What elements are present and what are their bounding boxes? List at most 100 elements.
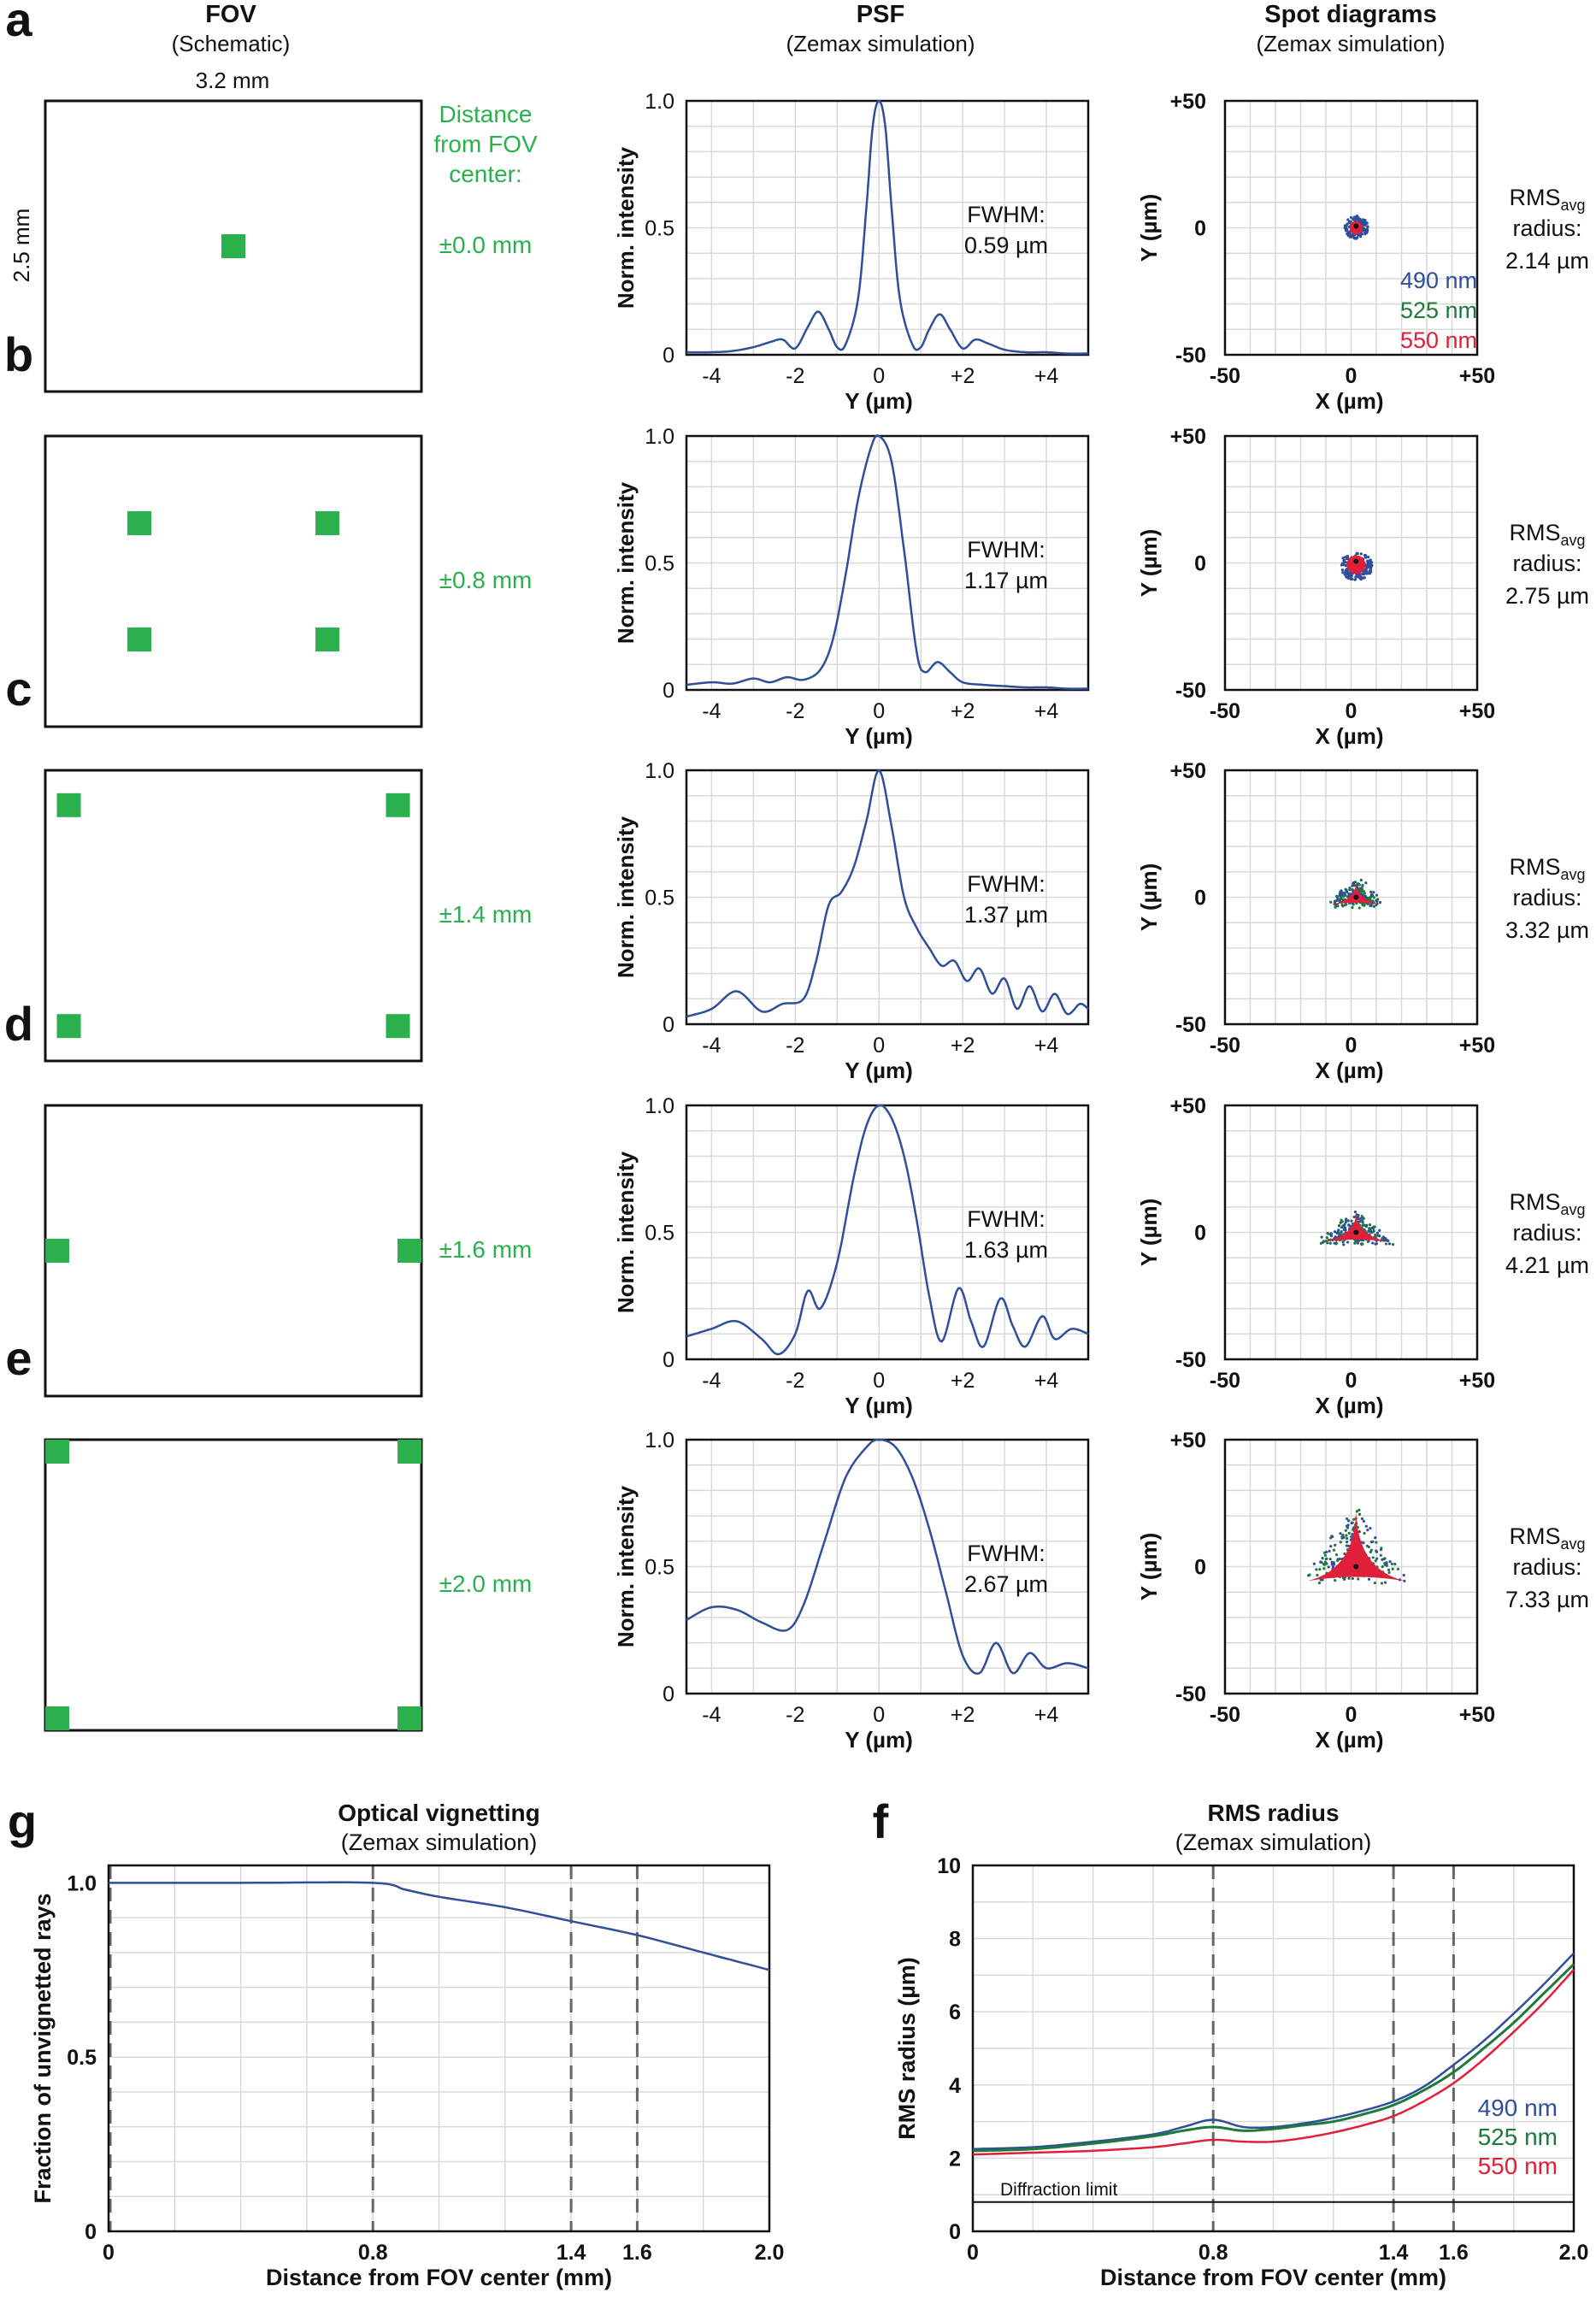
- spot-xlabel: X (µm): [1316, 1727, 1384, 1753]
- spot-ray-490: [1328, 1558, 1332, 1561]
- spot-ray-490: [1369, 560, 1373, 563]
- ytick-label: 8: [949, 1928, 961, 1952]
- spot-ray-490: [1344, 564, 1347, 568]
- spot-ray-490: [1346, 555, 1350, 558]
- spot-ray-490: [1378, 1234, 1381, 1238]
- spot-ray-490: [1359, 552, 1363, 556]
- spot-ray-490: [1354, 575, 1357, 579]
- spot-ray-490: [1363, 1531, 1366, 1535]
- spot-ray-490: [1351, 1576, 1354, 1581]
- spot-ray-490: [1365, 897, 1369, 901]
- spot-ray-490: [1353, 1241, 1357, 1245]
- psf-curve: [686, 434, 1088, 690]
- fwhm-label: FWHM:: [967, 202, 1045, 227]
- spot-ray-490: [1390, 1562, 1393, 1565]
- spot-ray-490: [1322, 1562, 1325, 1566]
- spot-ray-490: [1357, 1213, 1360, 1217]
- spot-ray-490: [1346, 232, 1349, 235]
- psf-xtick-label: +2: [951, 364, 975, 388]
- fwhm-label: FWHM:: [967, 871, 1045, 897]
- spot-chief-ray: [1353, 1229, 1359, 1235]
- spot-ray-490: [1369, 904, 1373, 908]
- distance-value-d: ±1.6 mm: [439, 1236, 533, 1263]
- spot-ray-490: [1334, 905, 1337, 909]
- spot-ylabel: Y (µm): [1136, 1533, 1162, 1601]
- spot-ylabel: Y (µm): [1136, 863, 1162, 932]
- distance-value-c: ±1.4 mm: [439, 901, 533, 928]
- spot-ray-490: [1347, 1519, 1351, 1523]
- spot-ray-490: [1341, 1533, 1345, 1537]
- spot-ray-490: [1391, 1567, 1394, 1570]
- spot-ray-490: [1335, 895, 1340, 899]
- rms-subscript: avg: [1560, 197, 1585, 214]
- spot-ray-490: [1319, 1241, 1322, 1245]
- spot-ray-490: [1383, 1581, 1387, 1584]
- spot-ray-490: [1381, 1565, 1384, 1569]
- psf-ytick-label: 0: [663, 1682, 674, 1706]
- fov-field-square: [398, 1239, 421, 1263]
- fwhm-value: 2.67 µm: [964, 1571, 1048, 1597]
- psf-xtick-label: +2: [951, 1034, 975, 1058]
- spot-ray-490: [1347, 1223, 1351, 1227]
- spot-ray-490: [1375, 1231, 1380, 1234]
- spot-ytick-label: +50: [1170, 1094, 1206, 1118]
- fov-field-square: [386, 1014, 410, 1039]
- psf-curve: [686, 99, 1088, 355]
- spot-ray-490: [1357, 1508, 1361, 1511]
- fov-title: FOV: [205, 1, 256, 28]
- fov-frame: [44, 769, 423, 1063]
- fov-field-square: [45, 1440, 69, 1464]
- spot-ray-490: [1330, 1560, 1334, 1564]
- spot-ray-490: [1325, 1557, 1328, 1560]
- psf-axes-frame: [685, 99, 1090, 356]
- rms-radius-label: radius:: [1512, 1220, 1581, 1246]
- spot-ray-490: [1348, 220, 1352, 223]
- chart-subtitle: (Zemax simulation): [341, 1830, 538, 1855]
- spot-ray-490: [1327, 1232, 1330, 1235]
- xtick-label: 2.0: [1559, 2241, 1589, 2265]
- spot-xtick-label: -50: [1210, 1034, 1240, 1058]
- spot-ray-490: [1352, 881, 1356, 885]
- rms-label: RMSavg: [1509, 854, 1585, 883]
- spot-ray-490: [1334, 1578, 1337, 1582]
- spot-xtick-label: +50: [1459, 1703, 1495, 1727]
- spot-ray-490: [1374, 1559, 1377, 1563]
- spot-ray-490: [1342, 1243, 1346, 1246]
- spot-ray-490: [1369, 896, 1372, 899]
- spot-ray-490: [1367, 1239, 1370, 1242]
- spot-ray-490: [1361, 1242, 1364, 1246]
- spot-ray-490: [1320, 1235, 1323, 1239]
- psf-xtick-label: -2: [786, 1703, 804, 1727]
- chart-vignetting: 0 0.8 1.4 1.6 2.0 0 0.5 1.0 Distance from FOV ce…: [30, 1800, 784, 2290]
- psf-xtick-label: +4: [1034, 364, 1059, 388]
- xtick-label: 1.6: [1439, 2241, 1469, 2265]
- spot-title: Spot diagrams: [1264, 1, 1436, 28]
- spot-ray-490: [1338, 893, 1341, 897]
- spot-ray-490: [1336, 1559, 1340, 1563]
- panel-letter-c: c: [5, 662, 32, 716]
- fwhm-label: FWHM:: [967, 1541, 1045, 1566]
- spot-ray-490: [1317, 1582, 1322, 1585]
- psf-ylabel: Norm. intensity: [613, 146, 639, 309]
- spot-ytick-label: -50: [1175, 1682, 1206, 1706]
- psf-ytick-label: 0: [663, 1348, 674, 1372]
- spot-ray-490: [1351, 577, 1354, 580]
- spot-ray-490: [1371, 1556, 1375, 1559]
- spot-ray-490: [1376, 898, 1380, 901]
- spot-legend-entry: 525 nm: [1400, 298, 1477, 323]
- spot-ray-490: [1360, 1214, 1363, 1218]
- psf-xlabel: Y (µm): [845, 388, 913, 414]
- panel-letter-e: e: [5, 1331, 32, 1385]
- spot-ray-490: [1325, 1236, 1328, 1240]
- spot-chart-d: +50 0 -50-50 0 +50 X (µm) Y (µm): [1136, 1094, 1495, 1418]
- spot-ray-490: [1351, 905, 1354, 910]
- spot-ray-550: [1307, 1507, 1405, 1582]
- spot-ray-490: [1357, 217, 1361, 221]
- spot-axes-frame: [1223, 1438, 1479, 1695]
- psf-xtick-label: +2: [951, 1703, 975, 1727]
- rms-value-d: 4.21 µm: [1505, 1252, 1589, 1278]
- spot-ray-490: [1355, 1510, 1359, 1513]
- spot-ray-490: [1369, 1527, 1372, 1530]
- spot-legend-entry: 550 nm: [1400, 327, 1477, 353]
- spot-ray-490: [1362, 1541, 1365, 1545]
